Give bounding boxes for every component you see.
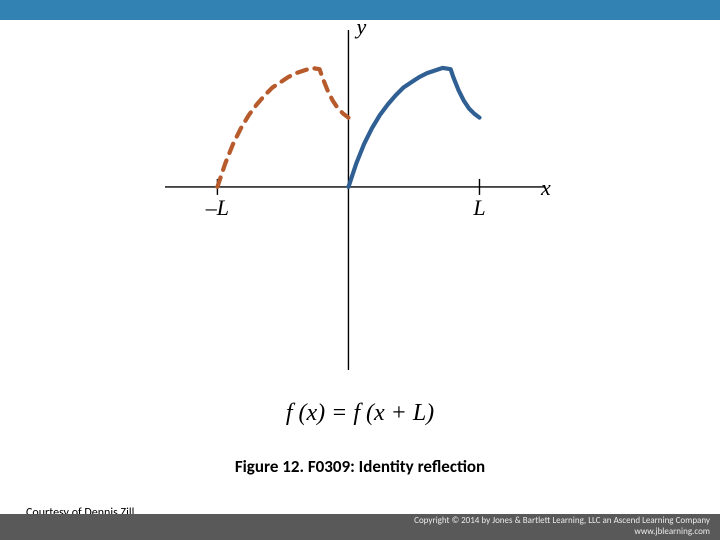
footer-bar: Copyright © 2014 by Jones & Bartlett Lea… xyxy=(0,514,720,540)
figure-caption: Figure 12. F0309: Identity reflection xyxy=(0,456,720,477)
footer-text: Copyright © 2014 by Jones & Bartlett Lea… xyxy=(414,516,710,538)
x-axis-label: x xyxy=(540,175,551,200)
tick-label-neg-l: –L xyxy=(205,195,229,220)
top-bar xyxy=(0,0,720,20)
content-area: y x –L Lf (x) = f (x + L) Figure 12. F0309:… xyxy=(0,20,720,540)
figure-container: y x –L Lf (x) = f (x + L) xyxy=(0,20,720,440)
figure: y x –L Lf (x) = f (x + L) xyxy=(145,20,575,440)
footer-url: www.jblearning.com xyxy=(414,527,710,538)
figure-svg: y x –L Lf (x) = f (x + L) xyxy=(145,20,575,440)
y-axis-label: y xyxy=(354,20,366,39)
tick-label-pos-l: L xyxy=(472,195,485,220)
equation-text: f (x) = f (x + L) xyxy=(286,400,434,426)
curve-left xyxy=(217,68,348,187)
curve-right xyxy=(348,68,479,187)
